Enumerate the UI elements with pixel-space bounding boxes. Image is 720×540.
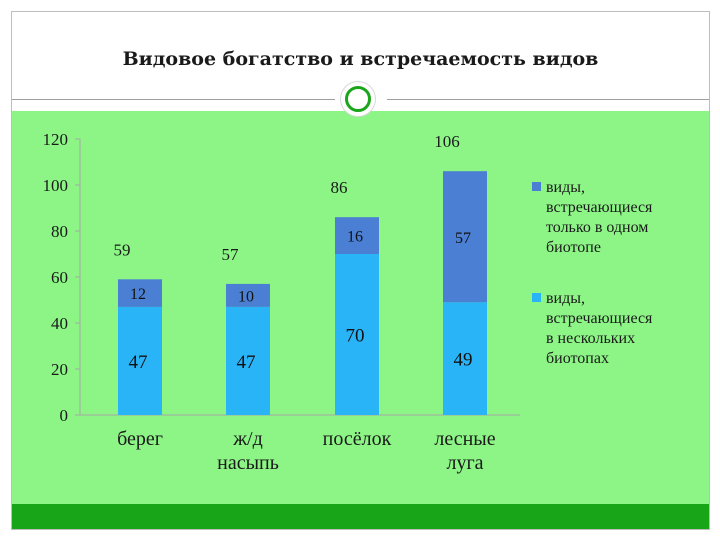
total-label: 106 [434,132,460,151]
y-tick-label: 60 [51,268,68,287]
slide: Видовое богатство и встречаемость видов [11,11,710,530]
data-label-one-biotope: 12 [130,286,146,303]
data-label-one-biotope: 57 [455,230,471,247]
x-category-label: посёлок [323,428,392,450]
legend-swatch [532,182,541,191]
y-tick-label: 20 [51,360,68,379]
y-tick-label: 80 [51,222,68,241]
y-tick-label: 40 [51,314,68,333]
legend-label: виды, [546,179,585,196]
y-tick-label: 120 [43,130,69,149]
data-label-several: 70 [346,326,365,347]
slide-title: Видовое богатство и встречаемость видов [122,48,599,70]
bar-segment-one-biotope [443,171,487,303]
title-divider-right [387,99,709,100]
data-label-one-biotope: 10 [238,288,254,305]
total-label: 57 [222,245,240,264]
ring-inner-icon [345,86,371,112]
legend-label: виды, [546,290,585,307]
total-label: 86 [331,178,348,197]
bar-segment-several-biotopes [443,302,487,415]
bar-segment-one-biotope [226,283,270,307]
legend-label: встречающиеся [546,199,653,216]
x-category-label: берег [117,428,163,450]
legend-label: встречающиеся [546,310,653,327]
legend-label: только в одном [546,219,648,236]
data-label-several: 47 [129,352,148,373]
bar-segment-one-biotope [335,217,379,254]
bar-segment-several-biotopes [118,306,162,415]
x-category-label: ж/д [232,428,263,450]
y-tick-label: 0 [60,406,69,425]
data-label-several: 47 [237,352,256,373]
bar-segment-one-biotope [118,279,162,307]
x-category-label: лесные [434,428,495,450]
y-tick-label: 100 [43,176,69,195]
title-divider-left [12,99,335,100]
bar-segment-several-biotopes [226,306,270,415]
x-category-label: насыпь [217,452,279,474]
legend-label: биотопах [546,350,609,367]
data-label-one-biotope: 16 [347,229,363,246]
x-category-label: луга [446,452,483,474]
legend-swatch [532,293,541,302]
total-label: 59 [114,240,131,259]
data-label-several: 49 [454,350,473,371]
legend-label: биотопе [546,239,601,256]
legend-label: в нескольких [546,330,635,347]
ring-ornament-icon [341,82,375,116]
footer-bar [12,504,709,529]
bar-segment-several-biotopes [335,254,379,415]
